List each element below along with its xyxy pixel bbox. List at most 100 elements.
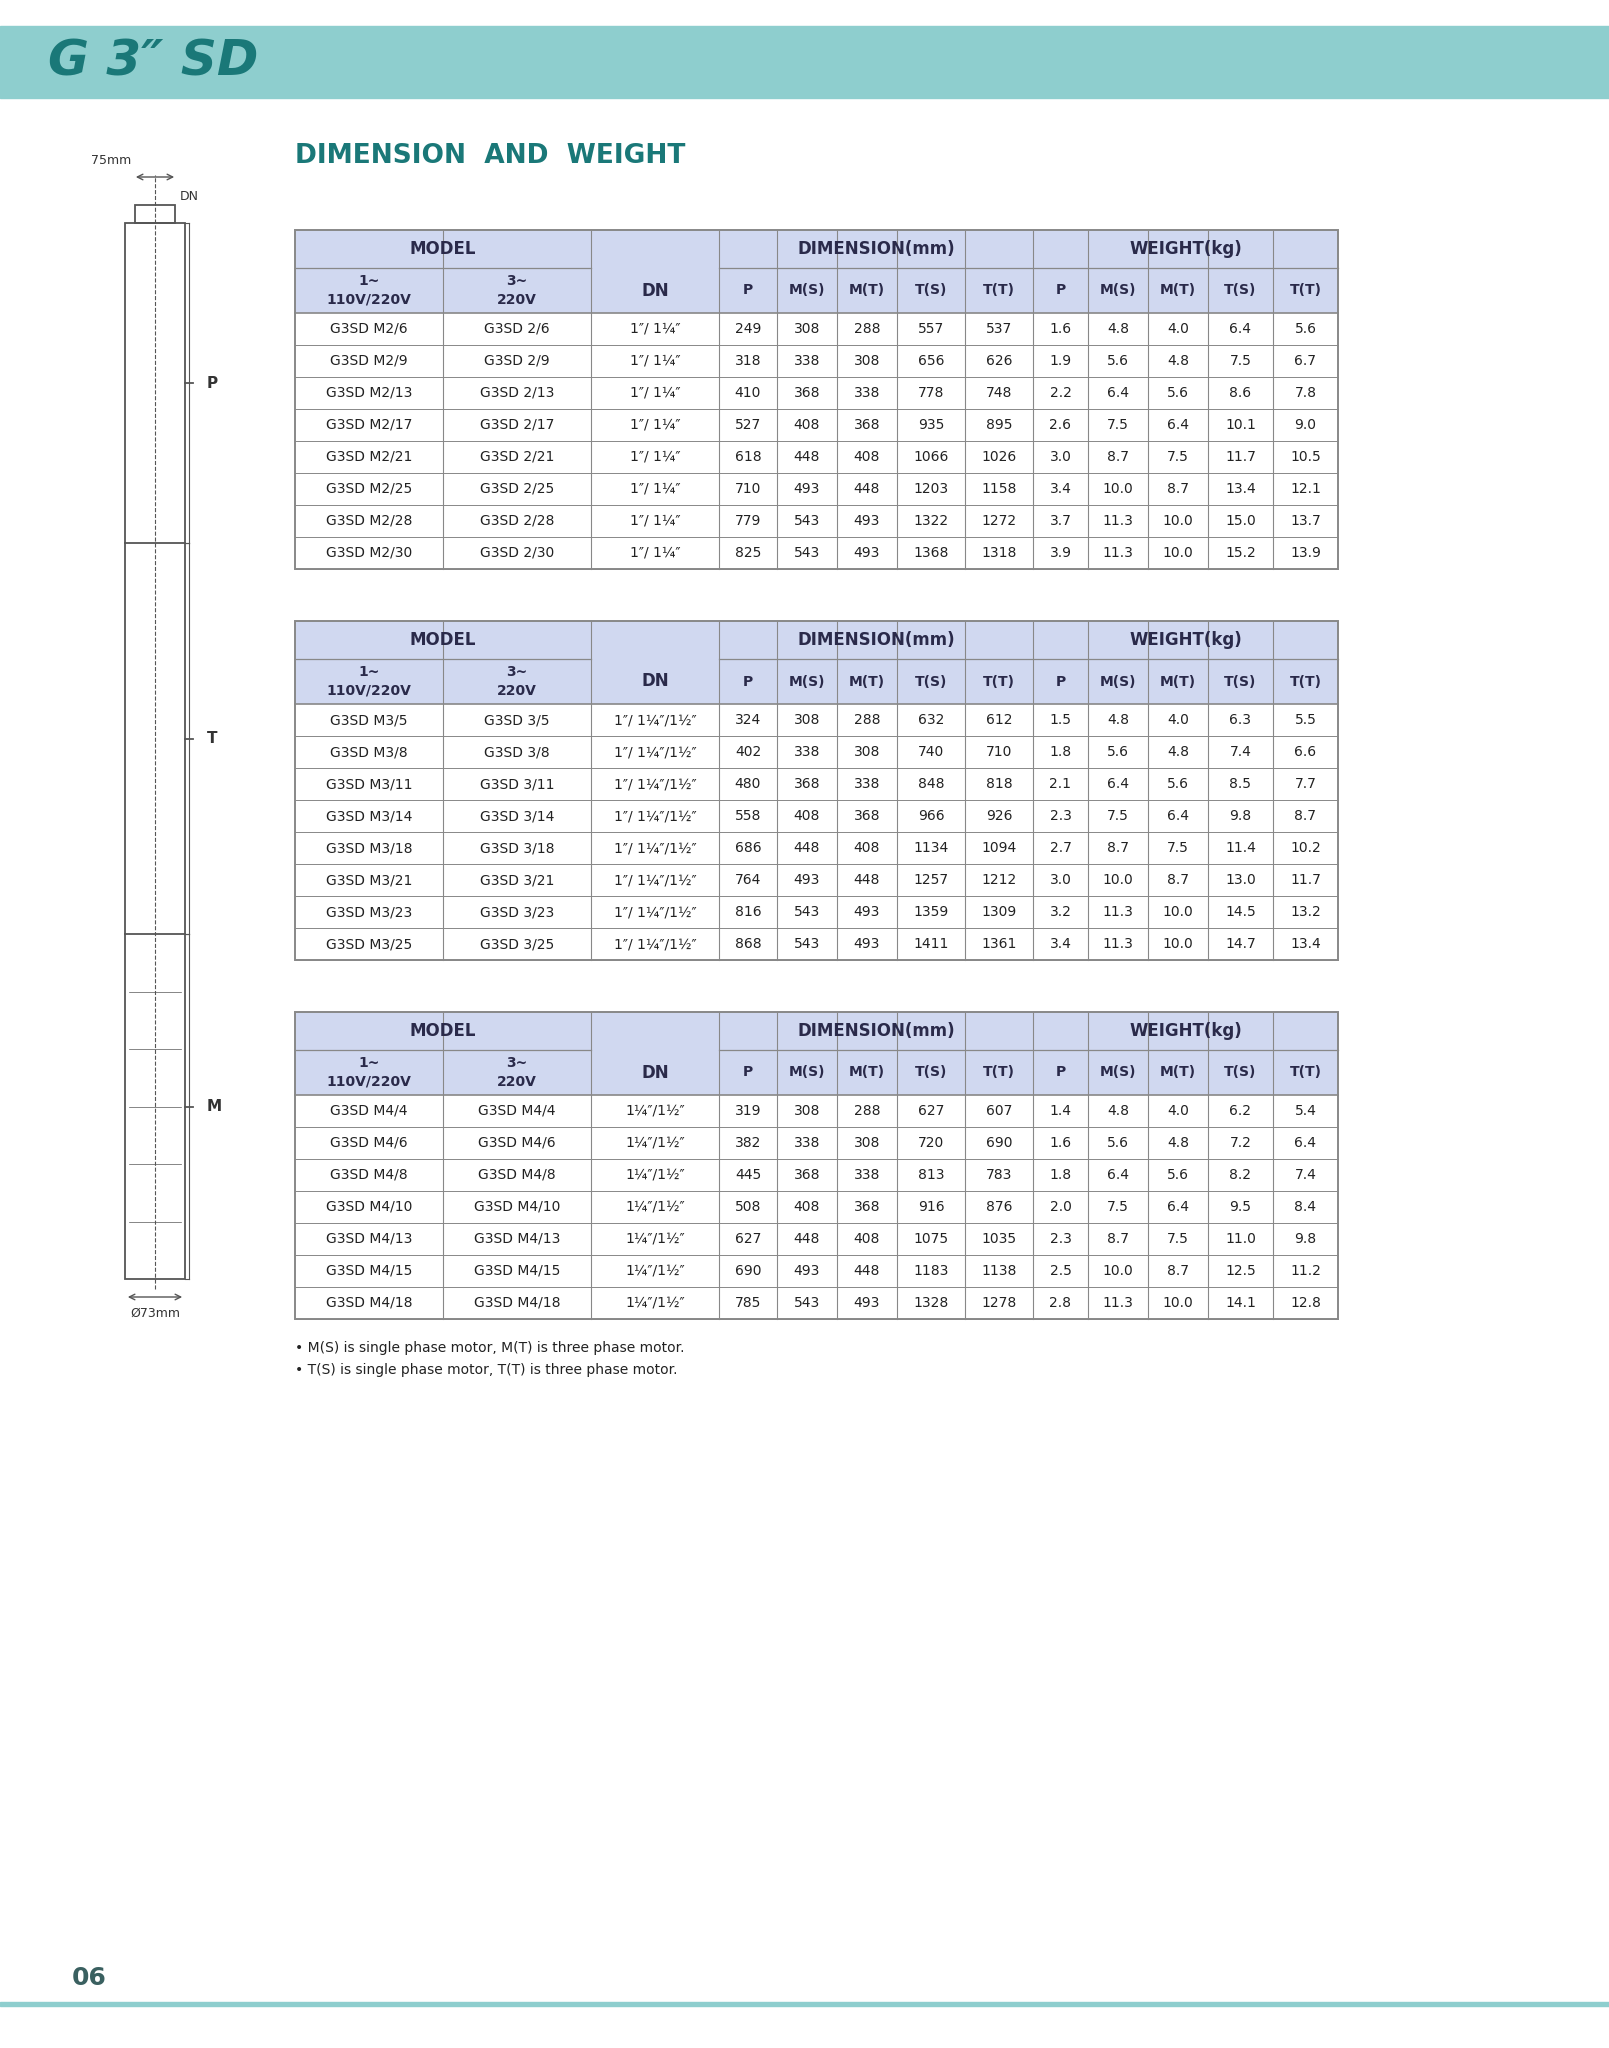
Text: 527: 527 <box>735 418 761 432</box>
Text: MODEL: MODEL <box>410 1022 476 1040</box>
Bar <box>719 659 777 705</box>
Text: 785: 785 <box>735 1296 761 1311</box>
Bar <box>1147 268 1208 313</box>
Bar <box>591 621 719 705</box>
Text: 6.7: 6.7 <box>1295 354 1316 369</box>
Bar <box>719 1051 777 1096</box>
Text: 5.6: 5.6 <box>1167 385 1189 399</box>
Text: 508: 508 <box>735 1200 761 1214</box>
Text: M(T): M(T) <box>850 283 885 297</box>
Bar <box>1088 659 1147 705</box>
Bar <box>1208 659 1273 705</box>
Text: DIMENSION(mm): DIMENSION(mm) <box>796 631 954 649</box>
Text: 12.1: 12.1 <box>1290 481 1321 496</box>
Text: 445: 445 <box>735 1167 761 1182</box>
Text: 15.0: 15.0 <box>1224 514 1257 528</box>
Text: 4.8: 4.8 <box>1107 1104 1130 1118</box>
Text: 7.5: 7.5 <box>1107 1200 1130 1214</box>
Bar <box>294 344 1339 377</box>
Text: 8.6: 8.6 <box>1229 385 1252 399</box>
Bar <box>442 268 591 313</box>
Text: 6.4: 6.4 <box>1167 418 1189 432</box>
Text: 11.7: 11.7 <box>1224 451 1257 465</box>
Text: • M(S) is single phase motor, M(T) is three phase motor.: • M(S) is single phase motor, M(T) is th… <box>294 1341 684 1356</box>
Text: 1~
110V/220V: 1~ 110V/220V <box>327 666 412 698</box>
Text: G3SD 2/30: G3SD 2/30 <box>479 547 553 559</box>
Text: 627: 627 <box>735 1233 761 1245</box>
Bar <box>135 205 175 223</box>
Text: 1212: 1212 <box>981 872 1017 887</box>
Text: G3SD M4/18: G3SD M4/18 <box>325 1296 412 1311</box>
Bar <box>0 2003 1609 2005</box>
Text: P: P <box>743 283 753 297</box>
Bar <box>442 1051 591 1096</box>
Text: 1203: 1203 <box>914 481 949 496</box>
Text: G3SD 3/21: G3SD 3/21 <box>479 872 553 887</box>
Text: M(S): M(S) <box>788 283 825 297</box>
Bar <box>1033 659 1088 705</box>
Text: 1322: 1322 <box>914 514 949 528</box>
Text: 408: 408 <box>854 451 880 465</box>
Bar <box>1033 1012 1339 1051</box>
Text: 876: 876 <box>986 1200 1012 1214</box>
Text: 778: 778 <box>917 385 944 399</box>
Text: 2.3: 2.3 <box>1049 1233 1072 1245</box>
Text: G3SD M4/13: G3SD M4/13 <box>473 1233 560 1245</box>
Text: 8.7: 8.7 <box>1167 1264 1189 1278</box>
Text: G3SD M2/25: G3SD M2/25 <box>327 481 412 496</box>
Text: 10.0: 10.0 <box>1163 1296 1194 1311</box>
Bar <box>294 928 1339 961</box>
Text: 1¼″/1½″: 1¼″/1½″ <box>626 1233 685 1245</box>
Text: 1″/ 1¼″: 1″/ 1¼″ <box>629 547 681 559</box>
Text: • T(S) is single phase motor, T(T) is three phase motor.: • T(S) is single phase motor, T(T) is th… <box>294 1364 677 1376</box>
Text: 1035: 1035 <box>981 1233 1017 1245</box>
Text: 1411: 1411 <box>914 938 949 950</box>
Text: 7.4: 7.4 <box>1229 745 1252 760</box>
Text: 3.9: 3.9 <box>1049 547 1072 559</box>
Bar <box>294 897 1339 928</box>
Text: 480: 480 <box>735 776 761 791</box>
Bar <box>294 801 1339 831</box>
Text: 9.8: 9.8 <box>1294 1233 1316 1245</box>
Text: 6.4: 6.4 <box>1107 776 1130 791</box>
Text: 1″/ 1¼″: 1″/ 1¼″ <box>629 481 681 496</box>
Text: 1¼″/1½″: 1¼″/1½″ <box>626 1264 685 1278</box>
Text: 1318: 1318 <box>981 547 1017 559</box>
Bar <box>294 377 1339 410</box>
Text: G3SD M4/15: G3SD M4/15 <box>473 1264 560 1278</box>
Text: 1138: 1138 <box>981 1264 1017 1278</box>
Text: 558: 558 <box>735 809 761 823</box>
Text: M(T): M(T) <box>1160 1065 1195 1079</box>
Bar <box>294 473 1339 506</box>
Bar <box>294 1255 1339 1286</box>
Text: 448: 448 <box>793 842 821 854</box>
Bar <box>591 1012 719 1096</box>
Text: 4.8: 4.8 <box>1167 354 1189 369</box>
Text: 1075: 1075 <box>914 1233 949 1245</box>
Bar <box>294 268 442 313</box>
Text: 493: 493 <box>854 905 880 920</box>
Text: 7.5: 7.5 <box>1107 809 1130 823</box>
Text: 895: 895 <box>986 418 1012 432</box>
Text: 9.5: 9.5 <box>1229 1200 1252 1214</box>
Text: 1″/ 1¼″/1½″: 1″/ 1¼″/1½″ <box>613 745 697 760</box>
Text: DN: DN <box>642 672 669 690</box>
Text: T(S): T(S) <box>916 674 948 688</box>
Text: G3SD 3/14: G3SD 3/14 <box>479 809 553 823</box>
Bar <box>294 1096 1339 1126</box>
Text: 5.5: 5.5 <box>1295 713 1316 727</box>
Text: 14.1: 14.1 <box>1224 1296 1257 1311</box>
Text: P: P <box>1056 1065 1065 1079</box>
Text: 14.7: 14.7 <box>1224 938 1257 950</box>
Text: 5.6: 5.6 <box>1107 354 1130 369</box>
Text: 7.4: 7.4 <box>1295 1167 1316 1182</box>
Bar <box>1033 229 1339 268</box>
Text: 493: 493 <box>854 938 880 950</box>
Text: 10.5: 10.5 <box>1290 451 1321 465</box>
Text: T(S): T(S) <box>1224 283 1257 297</box>
Text: 710: 710 <box>986 745 1012 760</box>
Text: 1361: 1361 <box>981 938 1017 950</box>
Bar <box>294 229 1339 569</box>
Text: 11.3: 11.3 <box>1102 514 1133 528</box>
Bar <box>294 659 442 705</box>
